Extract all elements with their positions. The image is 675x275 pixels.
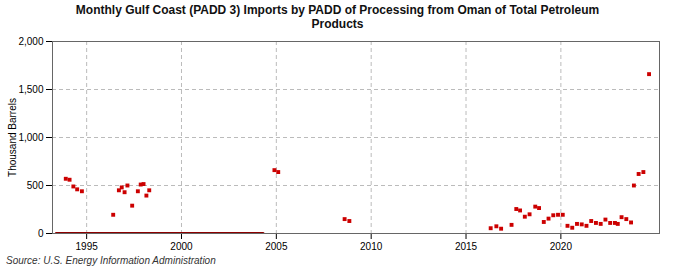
svg-text:2020: 2020 [550, 240, 573, 251]
svg-text:2,000: 2,000 [18, 35, 43, 46]
svg-text:500: 500 [27, 179, 44, 190]
html-text:Source: U.S. Energy Informatio: Source: U.S. Energy Information Administ… [6, 254, 216, 266]
svg-text:2010: 2010 [360, 240, 383, 251]
svg-text:2015: 2015 [455, 240, 478, 251]
svg-text:2000: 2000 [170, 240, 193, 251]
svg-text:1,500: 1,500 [18, 83, 43, 94]
svg-text:0: 0 [38, 227, 44, 238]
svg-text:Thousand Barrels: Thousand Barrels [7, 98, 18, 177]
html-text:Monthly Gulf Coast (PADD 3) Im: Monthly Gulf Coast (PADD 3) Imports by P… [75, 3, 600, 32]
svg-text:1995: 1995 [76, 240, 99, 251]
svg-text:1,000: 1,000 [18, 131, 43, 142]
svg-text:2005: 2005 [265, 240, 288, 251]
